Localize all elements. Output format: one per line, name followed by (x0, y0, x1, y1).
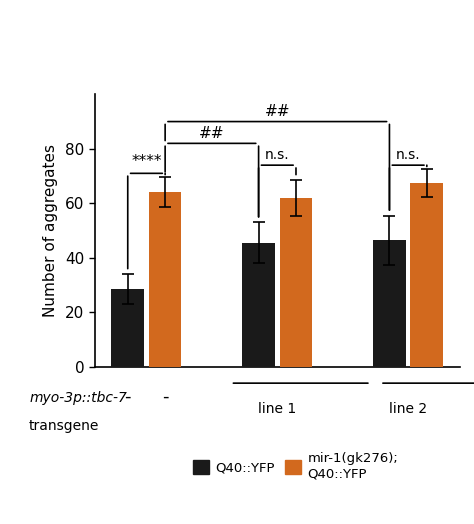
Bar (111, 289, 144, 367)
Text: n.s.: n.s. (265, 148, 290, 162)
Legend: Q40::YFP, mir-1(gk276);
Q40::YFP: Q40::YFP, mir-1(gk276); Q40::YFP (187, 447, 404, 486)
Y-axis label: Number of aggregates: Number of aggregates (43, 144, 58, 317)
Text: n.s.: n.s. (396, 148, 420, 162)
Bar (149, 192, 182, 367)
Text: ****: **** (131, 154, 162, 169)
Text: transgene: transgene (29, 419, 100, 433)
Text: line 2: line 2 (389, 402, 427, 416)
Text: line 1: line 1 (258, 402, 296, 416)
Bar (410, 183, 443, 367)
Text: ##: ## (264, 104, 290, 119)
Text: -: - (125, 387, 131, 405)
Text: -: - (162, 387, 168, 405)
Bar (242, 243, 275, 367)
Bar (280, 198, 312, 367)
Bar (373, 240, 406, 367)
Text: ##: ## (199, 126, 225, 140)
Text: myo-3p::tbc-7: myo-3p::tbc-7 (29, 391, 127, 406)
